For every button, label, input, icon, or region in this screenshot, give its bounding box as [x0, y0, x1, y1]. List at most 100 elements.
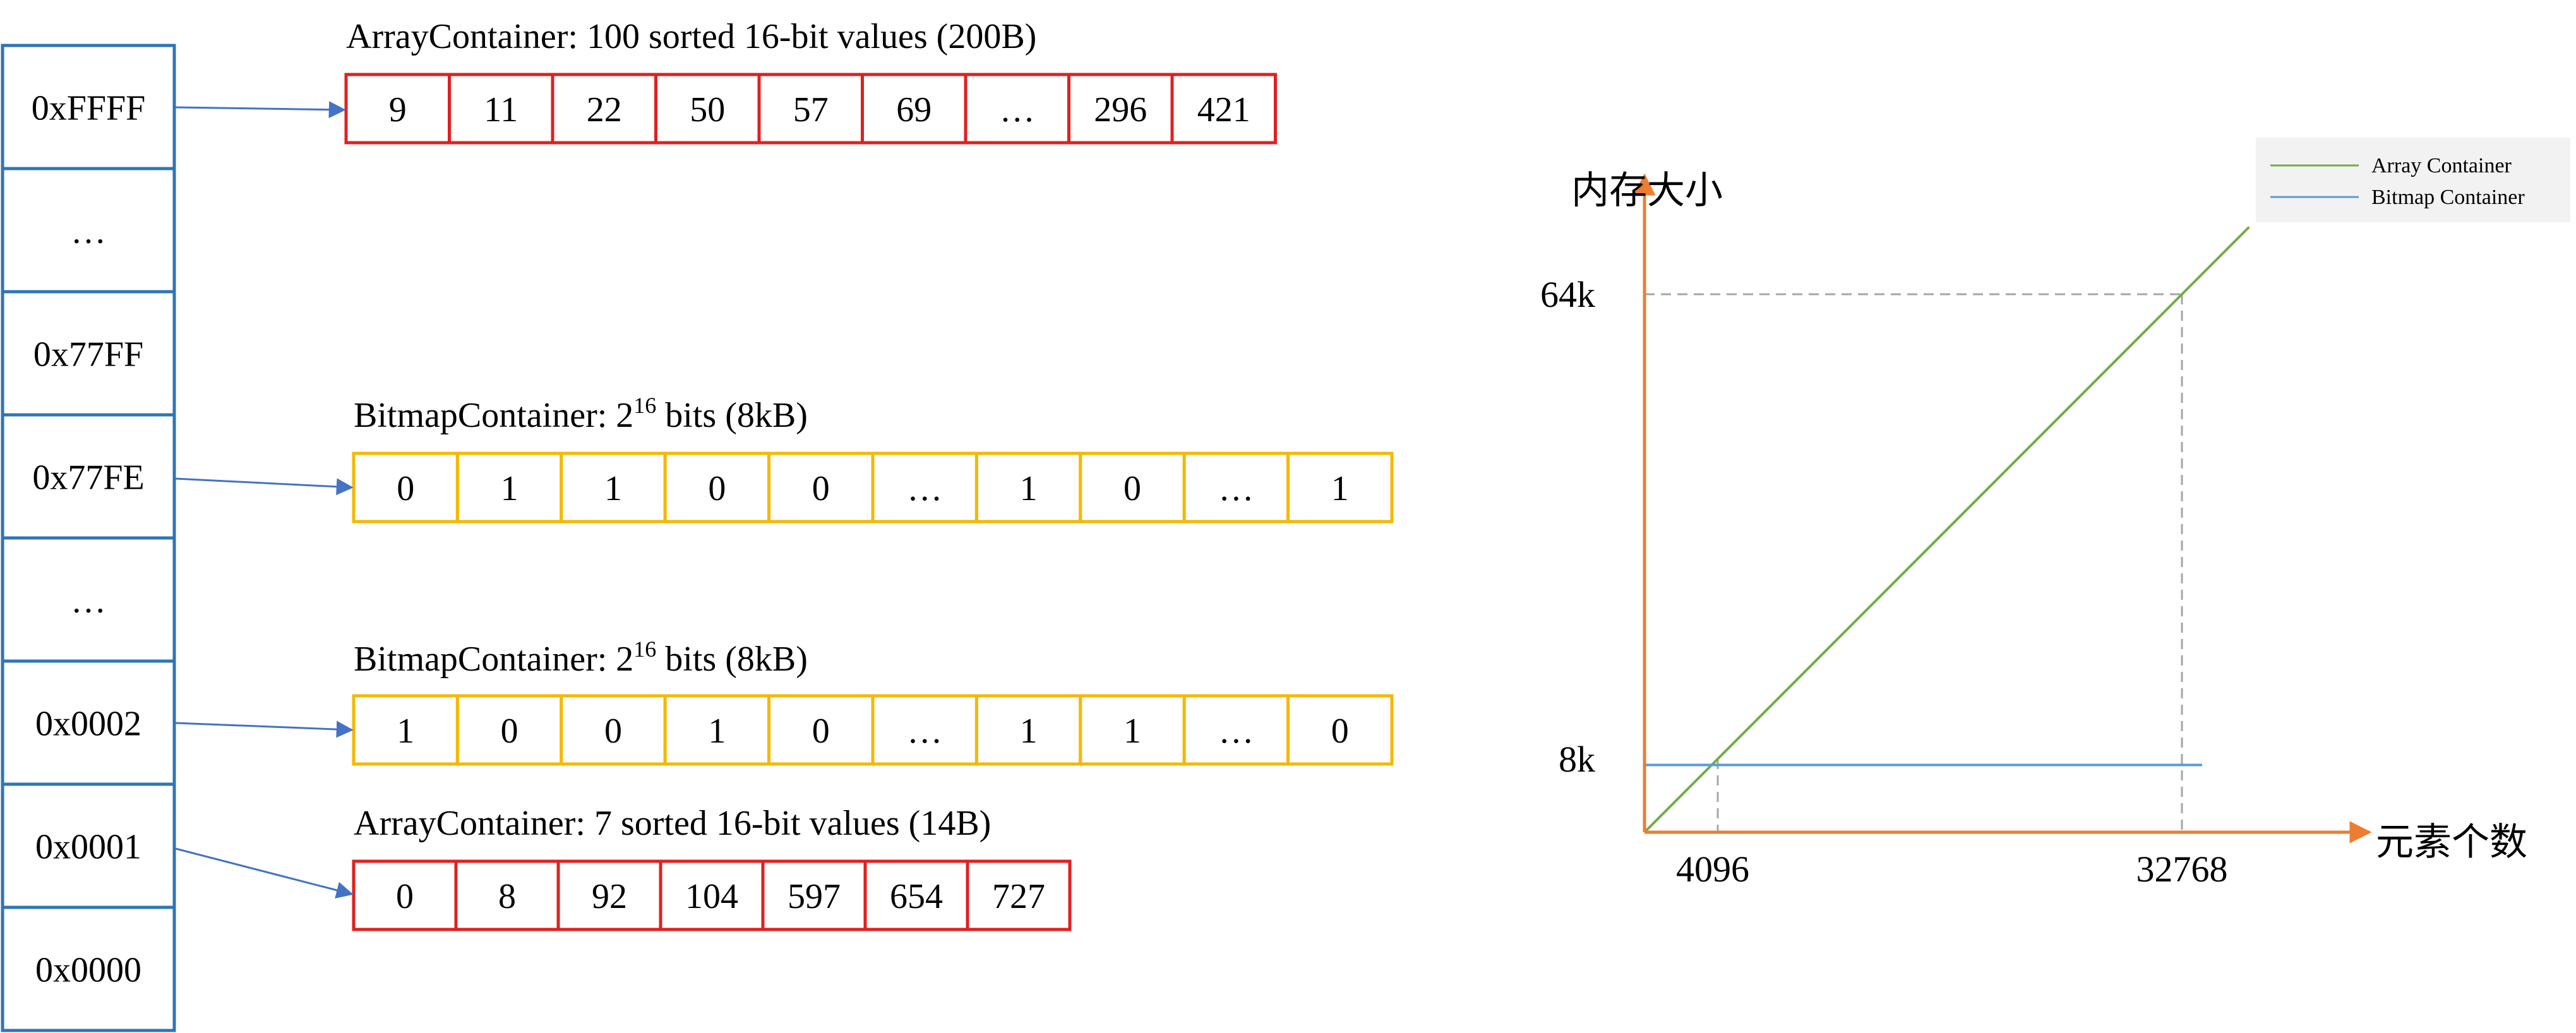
key-box [1, 905, 176, 1032]
container-cell-value: 421 [1197, 90, 1250, 129]
container-cell-value: 1 [397, 712, 414, 751]
container-cell [1079, 451, 1186, 523]
container-cell [560, 451, 667, 523]
container-cell-value: 8 [498, 877, 516, 916]
memory-chart: Array Container Bitmap Container 内存大小 元素… [1540, 138, 2570, 890]
container-cells-0: 9 11 22 50 57 69 … 296 421 [344, 73, 1277, 145]
container-label-0: ArrayContainer: 100 sorted 16-bit values… [346, 17, 1036, 56]
container-cell-value: 69 [896, 90, 932, 129]
container-cell-value: 1 [1020, 712, 1038, 751]
container-cell-value: 1 [604, 469, 622, 508]
legend-label-array: Array Container [2371, 154, 2512, 177]
container-cell-value: 11 [484, 90, 518, 129]
container-cell-value: … [1218, 712, 1254, 751]
key-box [1, 413, 176, 540]
container-cell-value: 0 [1123, 469, 1141, 508]
container-cell [757, 73, 864, 145]
container-cells-1: 0 1 1 0 0 … 1 0 … 1 [352, 451, 1394, 523]
container-cell [663, 694, 771, 766]
container-cell-value: … [907, 712, 942, 751]
container-cell-value: 727 [992, 877, 1045, 916]
key-label: … [71, 582, 106, 621]
pointer-arrow-3 [175, 847, 354, 899]
container-cell [654, 73, 761, 145]
key-box [1, 659, 176, 786]
legend-box [2256, 138, 2570, 222]
pointer-arrow-2 [175, 720, 354, 738]
container-label-1: BitmapContainer: 216 bits (8kB) [354, 393, 808, 435]
container-cell-value: … [1218, 469, 1254, 508]
container-cell [344, 73, 451, 145]
container-cell [1170, 73, 1277, 145]
container-cell [663, 451, 771, 523]
pointer-arrows [175, 101, 354, 899]
y-tick-64k: 64k [1540, 274, 1595, 315]
key-label: … [71, 212, 106, 251]
key-column: 0xFFFF … 0x77FF 0x77FE … 0x0002 0x0001 0x0000 [1, 44, 176, 1032]
x-tick-32768: 32768 [2136, 849, 2228, 890]
container-cell-value: … [907, 469, 942, 508]
pointer-arrow-0 [175, 101, 346, 119]
container-cell-value: 1 [708, 712, 726, 751]
container-cell [1067, 73, 1174, 145]
container-cell-value: 597 [788, 877, 841, 916]
container-cell [1286, 451, 1394, 523]
container-cell [455, 451, 563, 523]
container-cell-value: 0 [604, 712, 622, 751]
y-tick-8k: 8k [1559, 739, 1595, 780]
container-cell-value: 0 [501, 712, 518, 751]
container-cell-value: 9 [389, 90, 407, 129]
container-cell [974, 694, 1082, 766]
container-cell-value: 0 [396, 877, 414, 916]
container-label-2: BitmapContainer: 216 bits (8kB) [354, 636, 808, 679]
container-cell [455, 694, 563, 766]
key-label: 0x0001 [35, 828, 141, 867]
container-cell-value: 296 [1094, 90, 1147, 129]
container-cells-2: 1 0 0 1 0 … 1 1 … 0 [352, 694, 1394, 766]
key-label: 0x0000 [35, 951, 141, 990]
container-cell [352, 694, 459, 766]
container-cell-value: … [1000, 90, 1035, 129]
key-box [1, 167, 176, 294]
container-cells-3: 0 8 92 104 597 654 727 [352, 859, 1072, 931]
container-cell-value: 1 [1020, 469, 1038, 508]
container-cell-value: 50 [690, 90, 725, 129]
container-cell [1079, 694, 1186, 766]
x-tick-4096: 4096 [1676, 849, 1749, 890]
container-cell [659, 859, 765, 931]
container-cell [966, 859, 1072, 931]
containers: ArrayContainer: 100 sorted 16-bit values… [344, 17, 1394, 931]
container-cell-value: 0 [812, 712, 830, 751]
container-cell [448, 73, 554, 145]
container-cell-value: 22 [587, 90, 622, 129]
container-cell-value: 1 [1123, 712, 1141, 751]
container-cell [556, 859, 662, 931]
key-label: 0xFFFF [32, 89, 146, 128]
y-axis-label: 内存大小 [1571, 169, 1723, 213]
container-cell-value: 0 [397, 469, 414, 508]
container-cell [352, 859, 458, 931]
container-cell-value: 0 [1331, 712, 1349, 751]
container-cell [1286, 694, 1394, 766]
container-cell [1182, 694, 1290, 766]
series-line-array-container [1643, 226, 2250, 833]
container-cell-value: 1 [1331, 469, 1349, 508]
x-axis-label: 元素个数 [2376, 820, 2527, 864]
container-cell [761, 859, 867, 931]
container-cell [767, 451, 875, 523]
container-cell [871, 451, 978, 523]
container-cell-value: 92 [592, 877, 627, 916]
container-label-3: ArrayContainer: 7 sorted 16-bit values (… [354, 804, 991, 843]
container-cell-value: 1 [501, 469, 518, 508]
pointer-arrow-1 [175, 477, 354, 496]
key-label: 0x77FF [33, 335, 143, 374]
key-label: 0x77FE [32, 458, 144, 498]
container-cell-value: 0 [708, 469, 726, 508]
container-cell-value: 104 [685, 877, 738, 916]
key-box [1, 44, 176, 170]
key-label: 0x0002 [35, 705, 141, 744]
container-cell-value: 0 [812, 469, 830, 508]
container-cell [861, 73, 967, 145]
container-cell-value: 654 [890, 877, 943, 916]
